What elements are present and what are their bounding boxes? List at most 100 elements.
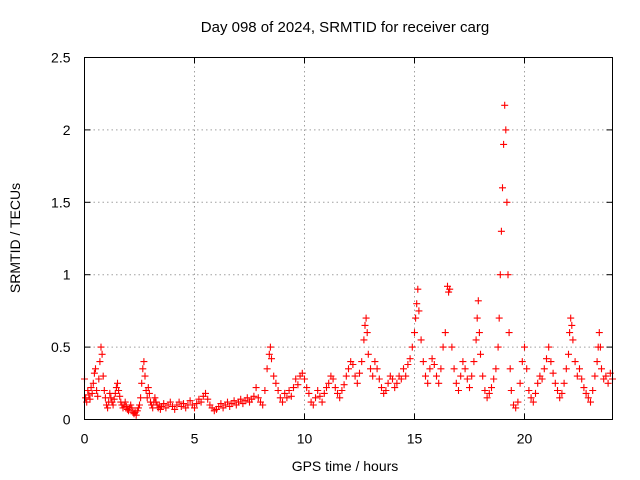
data-point [94,392,102,400]
data-point [499,184,506,192]
data-point [408,343,416,351]
data-point [99,372,107,380]
y-tick-label: 0 [63,412,71,428]
data-point [445,288,453,296]
data-point [309,401,317,409]
data-point [505,329,513,337]
data-point [466,384,473,392]
data-point [128,404,136,412]
data-point [110,395,118,403]
data-point [500,140,508,148]
plot-frame [84,57,613,420]
data-point [268,355,275,363]
data-point [243,394,251,402]
data-point [121,398,129,406]
data-point [419,358,427,366]
data-point [481,387,489,394]
data-point [516,379,524,387]
data-point [279,398,286,406]
data-point [338,387,346,394]
data-point [382,387,390,394]
data-point [115,387,123,394]
data-point [204,395,212,403]
data-point [560,379,568,387]
data-point [342,372,350,380]
data-point [455,387,462,394]
data-point [197,398,205,406]
data-point [477,350,484,358]
data-point [459,358,467,366]
data-point [217,400,225,408]
data-point [470,358,478,366]
data-point [349,361,357,368]
data-point [518,358,526,366]
data-point [252,384,260,392]
data-point [318,398,326,406]
data-point [96,358,104,366]
data-point [191,404,198,412]
data-point [363,329,371,337]
data-point [393,379,401,387]
data-point [175,398,183,406]
data-point [86,395,94,403]
data-point [492,365,500,373]
data-point [580,384,588,392]
data-point [298,369,306,377]
data-point [598,365,605,373]
data-point [111,389,119,397]
data-point [97,343,105,351]
data-point [320,389,328,397]
data-point [305,389,313,397]
data-point [92,365,99,373]
data-point [98,350,106,358]
x-tick-label: 0 [81,431,89,447]
data-point [325,379,333,387]
data-point [180,400,187,408]
data-point [428,355,436,363]
data-point [452,379,460,387]
data-point [475,329,483,337]
data-point [483,394,491,402]
data-point [384,379,392,387]
data-point [556,394,564,402]
y-tick-label: 1.5 [51,194,71,210]
data-point [250,392,258,400]
data-point [424,379,432,387]
data-point [450,365,458,373]
data-point [412,314,420,322]
data-point [254,394,262,402]
data-point [490,375,498,383]
data-point [545,343,553,351]
data-point [270,372,278,380]
data-point [604,379,612,387]
data-point [441,329,449,337]
data-point [281,389,289,397]
data-point [504,271,512,279]
data-point [88,389,96,397]
data-point [591,372,599,380]
data-point [287,392,295,400]
data-point [360,336,368,344]
data-point [584,394,592,402]
data-point [276,394,284,402]
data-point [523,365,531,373]
data-point [414,285,422,293]
data-point [160,400,168,408]
data-point [156,405,164,413]
y-axis-label: SRMTID / TECUs [7,183,23,293]
data-point [525,387,533,394]
data-point [144,384,152,392]
data-point [566,329,574,337]
data-point [602,372,610,380]
data-point [171,405,179,413]
data-point [417,336,425,344]
data-point [151,394,159,402]
data-point [433,372,440,380]
data-point [145,389,153,397]
data-point [593,358,601,366]
data-point [485,389,493,397]
data-point [430,361,438,368]
data-point [122,403,130,410]
data-point [109,401,117,409]
